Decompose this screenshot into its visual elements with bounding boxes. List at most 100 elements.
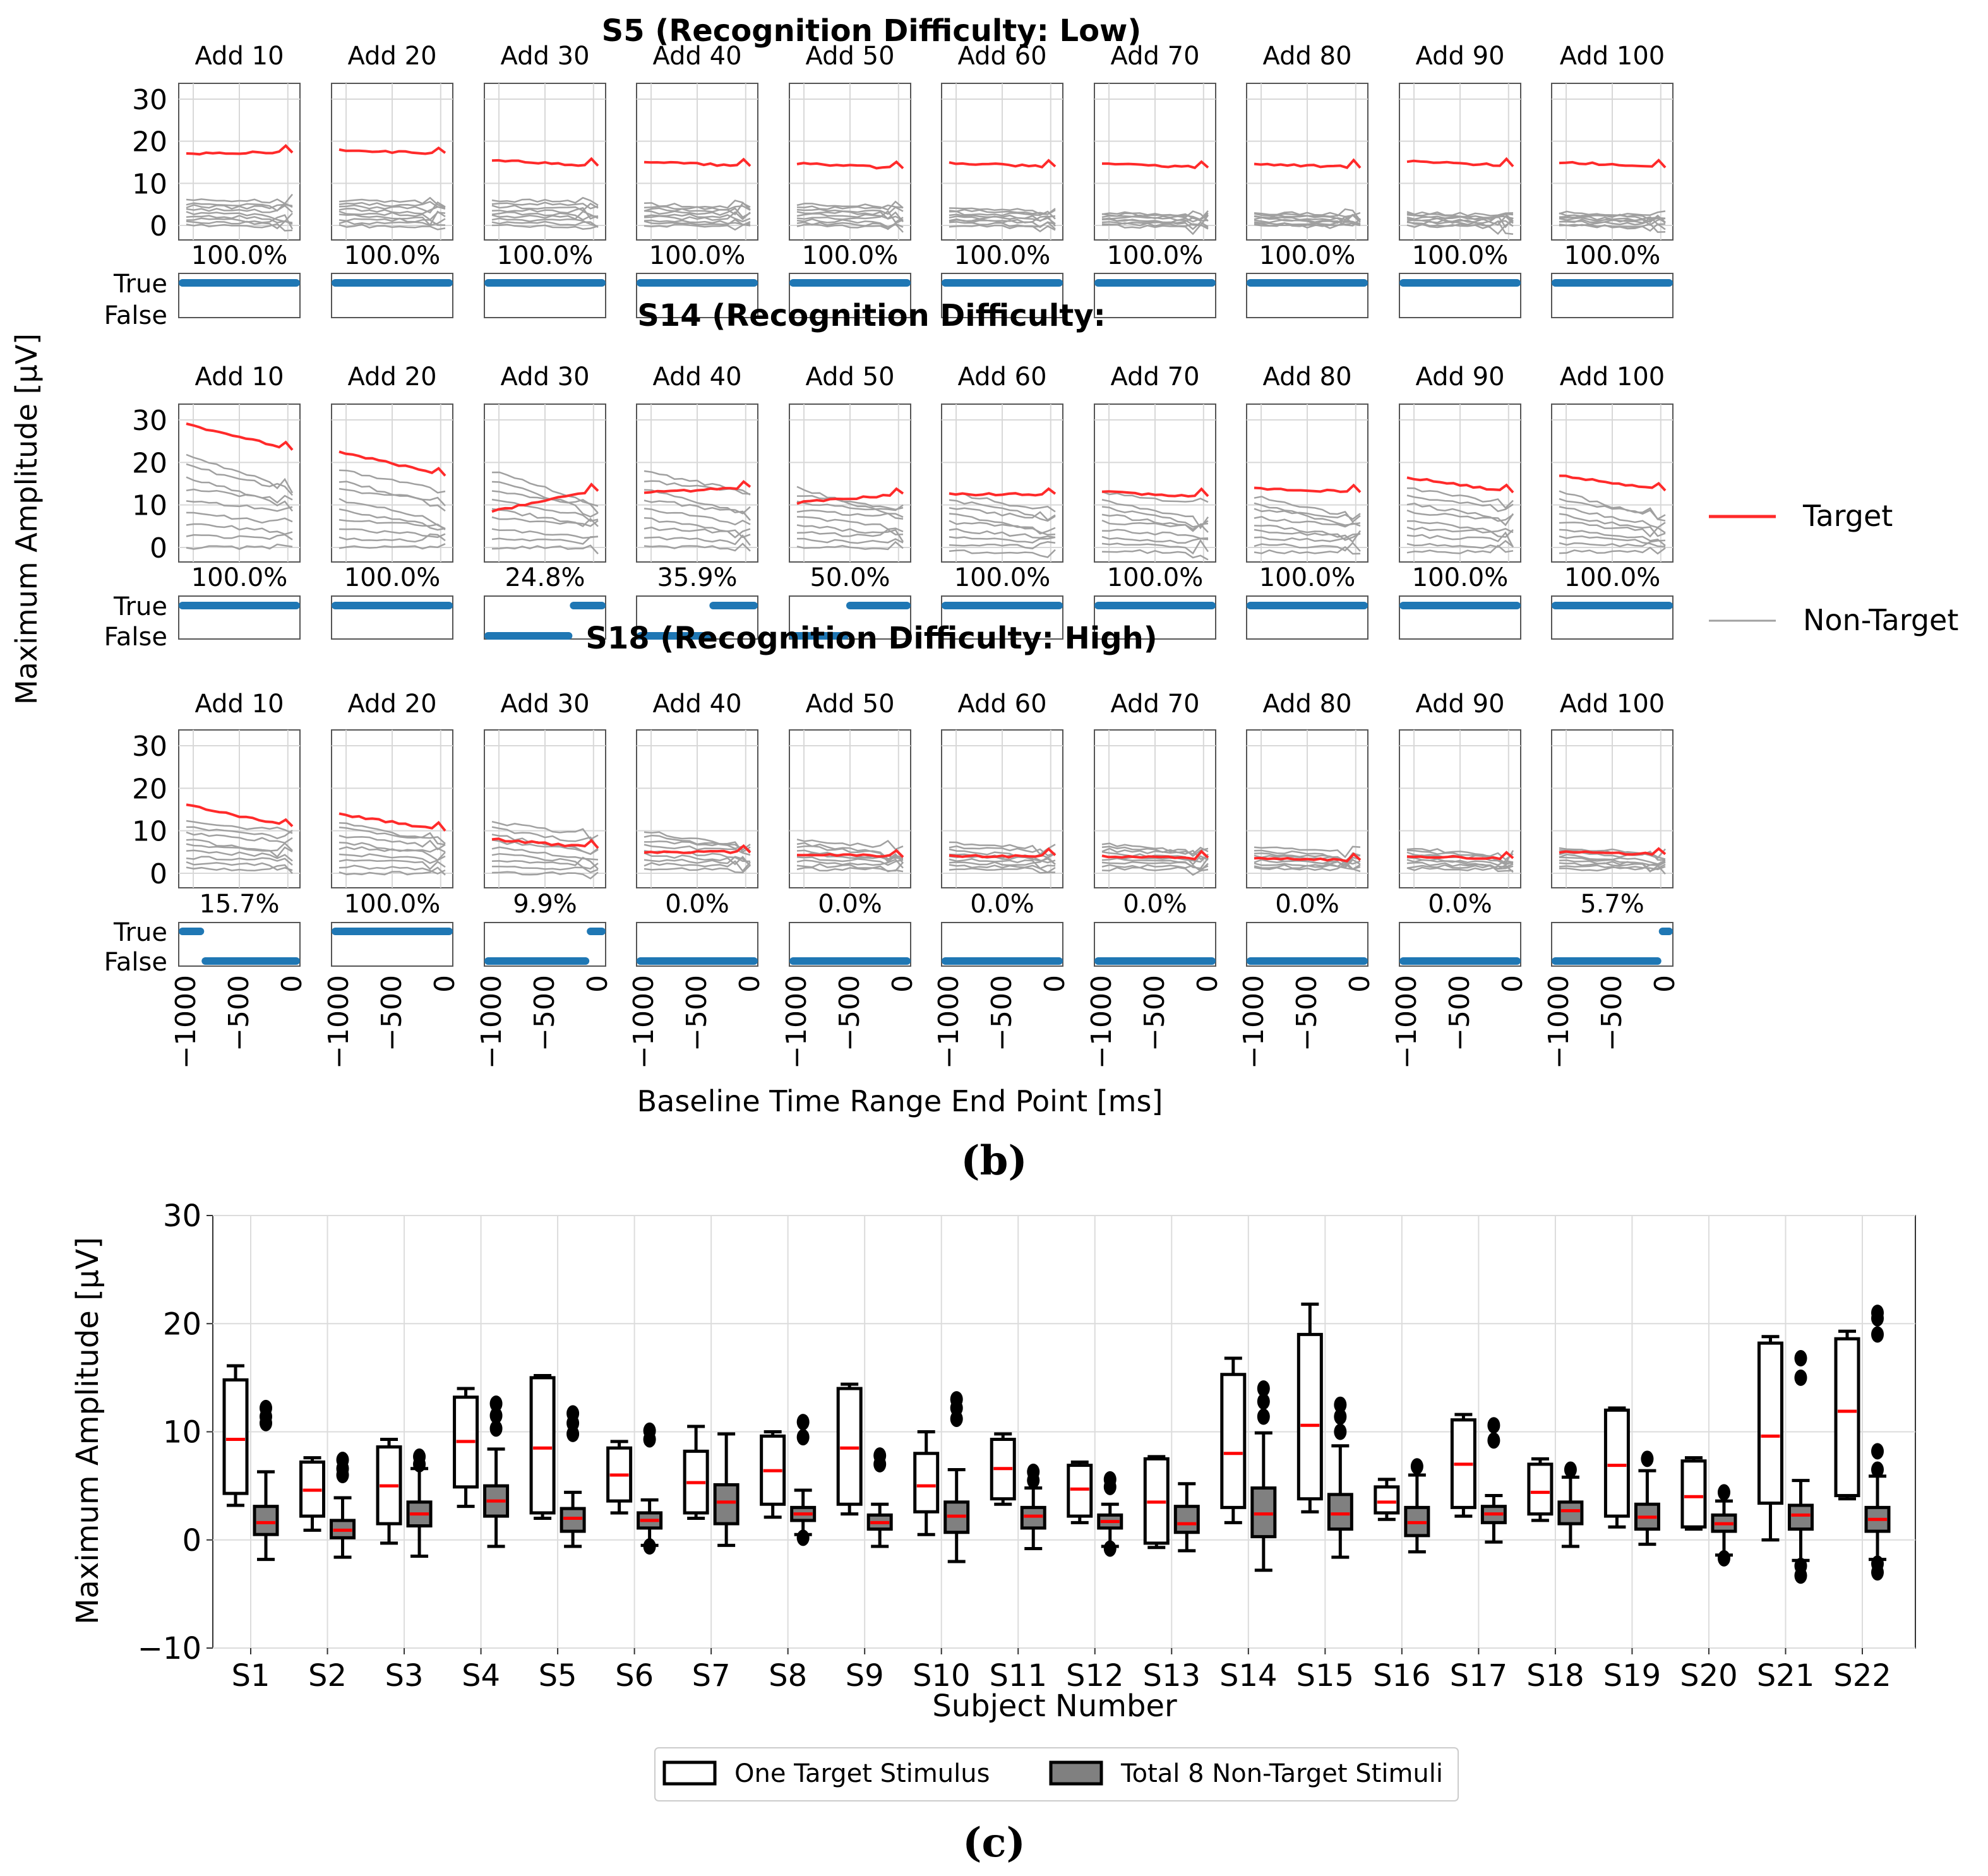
accuracy-label: 100.0% [344, 241, 441, 270]
nontarget-line [796, 529, 904, 537]
subplot-title: Add 30 [500, 42, 589, 71]
nontarget-line [1101, 222, 1209, 230]
nontarget-line [1101, 519, 1209, 532]
nontarget-line [797, 495, 904, 511]
nontarget-line [1254, 515, 1361, 528]
x-tick-label: 0 [276, 975, 308, 993]
nontarget-line [338, 481, 446, 512]
nontarget-line [796, 516, 904, 533]
nontarget-line [186, 500, 293, 512]
nontarget-line [1406, 220, 1514, 227]
iqr-box [1374, 1485, 1400, 1515]
subplot-title: Add 80 [1262, 690, 1351, 719]
accuracy-label: 0.0% [970, 890, 1034, 919]
subplot-title: Add 20 [347, 362, 436, 391]
nontarget-line [338, 528, 446, 539]
nontarget-line [1559, 490, 1666, 520]
accuracy-label: 100.0% [1259, 563, 1356, 592]
x-tick-label: −1000 [476, 975, 508, 1069]
nontarget-line [796, 842, 904, 863]
target-line [491, 482, 599, 513]
y-tick-label: 10 [132, 490, 167, 522]
nontarget-line [644, 831, 751, 853]
nontarget-line [644, 856, 751, 866]
panel-label-c: (c) [962, 1819, 1026, 1867]
x-tick-label: S7 [692, 1658, 731, 1694]
iqr-box [1327, 1493, 1353, 1531]
nontarget-line [491, 846, 599, 861]
subplot-title: Add 10 [195, 362, 284, 391]
nontarget-line [949, 541, 1056, 549]
nontarget-line [491, 856, 599, 870]
nontarget-line [186, 215, 293, 225]
nontarget-line [644, 205, 751, 213]
outlier-point [489, 1395, 503, 1412]
y-tick-label: 0 [150, 532, 167, 565]
nontarget-line [186, 839, 293, 858]
y-tick-label: 20 [163, 1306, 201, 1342]
nontarget-line [1254, 222, 1361, 227]
nontarget-line [338, 842, 446, 861]
y-tick-label: 30 [132, 84, 167, 116]
outlier-point [1257, 1380, 1270, 1397]
nontarget-line [491, 833, 599, 856]
target-box [683, 1425, 709, 1520]
target-line [1406, 476, 1514, 494]
target-line [644, 844, 751, 854]
x-tick-label: S3 [385, 1658, 424, 1694]
outlier-point [1103, 1471, 1117, 1488]
true-label: True [113, 270, 167, 299]
nontarget-line [796, 510, 904, 520]
iqr-box [1250, 1486, 1277, 1539]
accuracy-label: 100.0% [1259, 241, 1356, 270]
target-box [1067, 1460, 1093, 1524]
nontarget-line [1559, 859, 1666, 873]
y-tick-label: 30 [132, 731, 167, 763]
target-line [796, 487, 904, 505]
iqr-box [836, 1387, 863, 1506]
nontarget-line [1406, 487, 1514, 510]
nontarget-line [644, 221, 751, 231]
target-box [222, 1364, 249, 1507]
nontarget-line [491, 544, 599, 554]
nontarget-line [949, 513, 1056, 535]
nontarget-line [644, 499, 751, 515]
legend-nontarget-swatch [1049, 1760, 1103, 1786]
nontarget-line [1254, 524, 1361, 541]
false-label: False [104, 623, 167, 652]
nontarget-line [644, 207, 751, 218]
nontarget-line [949, 224, 1056, 233]
nontarget-line [491, 471, 599, 507]
nontarget-line [949, 856, 1056, 866]
outlier-point [796, 1429, 810, 1446]
x-tick-label: S20 [1680, 1658, 1738, 1694]
nontarget-line [1559, 513, 1666, 537]
target-line [1101, 849, 1209, 861]
target-box [1603, 1406, 1630, 1529]
nontarget-line [1406, 510, 1514, 527]
outlier-point [643, 1538, 656, 1555]
nontarget-line [644, 864, 751, 874]
nontarget-line [644, 219, 751, 227]
target-box [760, 1430, 786, 1519]
nontarget-line [491, 871, 599, 880]
nontarget-line [338, 196, 446, 208]
target-line [1559, 158, 1667, 169]
x-tick-label: S4 [462, 1658, 500, 1694]
accuracy-label: 100.0% [344, 563, 441, 592]
nontarget-line [186, 543, 293, 550]
nontarget-line [491, 224, 599, 230]
nontarget-line [1559, 223, 1666, 232]
x-tick-label: S12 [1066, 1658, 1124, 1694]
nontarget-box [866, 1447, 893, 1548]
accuracy-label: 100.0% [497, 241, 594, 270]
iqr-box [1067, 1464, 1093, 1518]
nontarget-line [338, 866, 446, 876]
target-box [529, 1373, 556, 1520]
iqr-box [913, 1452, 940, 1514]
subplot-title: Add 50 [805, 42, 894, 71]
accuracy-label: 100.0% [1412, 241, 1509, 270]
nontarget-line [1406, 540, 1514, 549]
nontarget-line [1559, 535, 1666, 548]
y-axis-label: Maximum Amplitude [µV] [70, 1237, 105, 1625]
